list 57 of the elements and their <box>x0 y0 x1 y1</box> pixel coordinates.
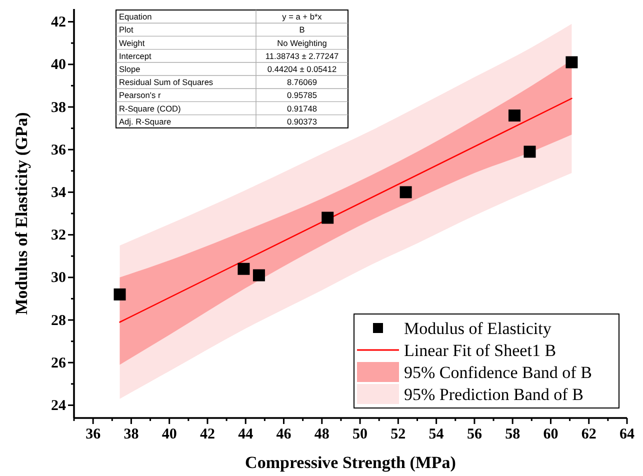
legend-label: Modulus of Elasticity <box>404 319 552 338</box>
annotation: 8.76069 <box>287 77 318 88</box>
annotation: Intercept <box>119 50 152 61</box>
point <box>322 212 334 224</box>
annotation: 11.38743 ± 2.77247 <box>265 50 339 61</box>
annotation: Plot <box>119 24 134 35</box>
point <box>114 288 126 300</box>
annotation: 0.95785 <box>287 90 318 100</box>
y-tick-label: 42 <box>51 14 66 31</box>
x-tick-label: 60 <box>543 426 558 443</box>
x-tick-label: 56 <box>466 426 482 443</box>
x-tick-label: 64 <box>620 426 635 443</box>
x-tick-label: 42 <box>200 426 215 443</box>
point <box>508 110 520 122</box>
y-tick-label: 40 <box>51 57 66 74</box>
x-tick-label: 38 <box>124 426 139 443</box>
y-tick-label: 30 <box>51 270 66 286</box>
legend-label: 95% Confidence Band of B <box>404 363 592 382</box>
annotation: No Weighting <box>277 38 328 48</box>
y-axis-title: Modulus of Elasticity (GPa) <box>12 112 31 315</box>
x-tick-label: 46 <box>276 426 292 443</box>
x-tick-label: 50 <box>352 426 368 443</box>
x-tick-label: 44 <box>238 426 254 443</box>
x-tick-label: 48 <box>314 426 330 443</box>
point <box>524 146 536 158</box>
annotation: Pearson's r <box>119 90 161 100</box>
annotation: R-Square (COD) <box>119 103 182 114</box>
y-tick-label: 38 <box>51 100 66 116</box>
y-tick-label: 34 <box>51 185 66 201</box>
annotation: 0.90373 <box>287 116 318 126</box>
annotation: Adj. R-Square <box>119 116 172 126</box>
y-tick-label: 32 <box>51 228 66 244</box>
x-tick-label: 54 <box>428 426 444 443</box>
annotation: Slope <box>119 64 141 74</box>
y-tick-label: 26 <box>51 355 66 372</box>
point <box>252 269 265 282</box>
x-axis-title: Compressive Strength (MPa) <box>245 453 456 472</box>
x-tick-label: 40 <box>162 426 177 443</box>
point <box>566 56 578 68</box>
legend-label: 95% Prediction Band of B <box>404 385 584 404</box>
x-tick-label: 62 <box>581 426 596 443</box>
annotation: B <box>299 24 306 35</box>
legend-label: Linear Fit of Sheet1 B <box>404 341 556 360</box>
annotation: y = a + b*x <box>282 12 323 22</box>
annotation: Equation <box>119 12 152 22</box>
point <box>400 186 412 198</box>
x-tick-label: 36 <box>86 426 102 443</box>
point <box>238 262 250 275</box>
x-tick-label: 58 <box>505 426 520 443</box>
y-tick-label: 24 <box>51 398 66 414</box>
x-tick-label: 52 <box>390 426 406 443</box>
annotation: Residual Sum of Squares <box>119 77 214 88</box>
y-tick-label: 36 <box>51 142 66 158</box>
annotation: Weight <box>119 38 146 48</box>
annotation: 0.44204 ± 0.05412 <box>267 64 337 74</box>
annotation: 0.91748 <box>287 103 318 114</box>
y-tick-label: 28 <box>51 312 66 329</box>
